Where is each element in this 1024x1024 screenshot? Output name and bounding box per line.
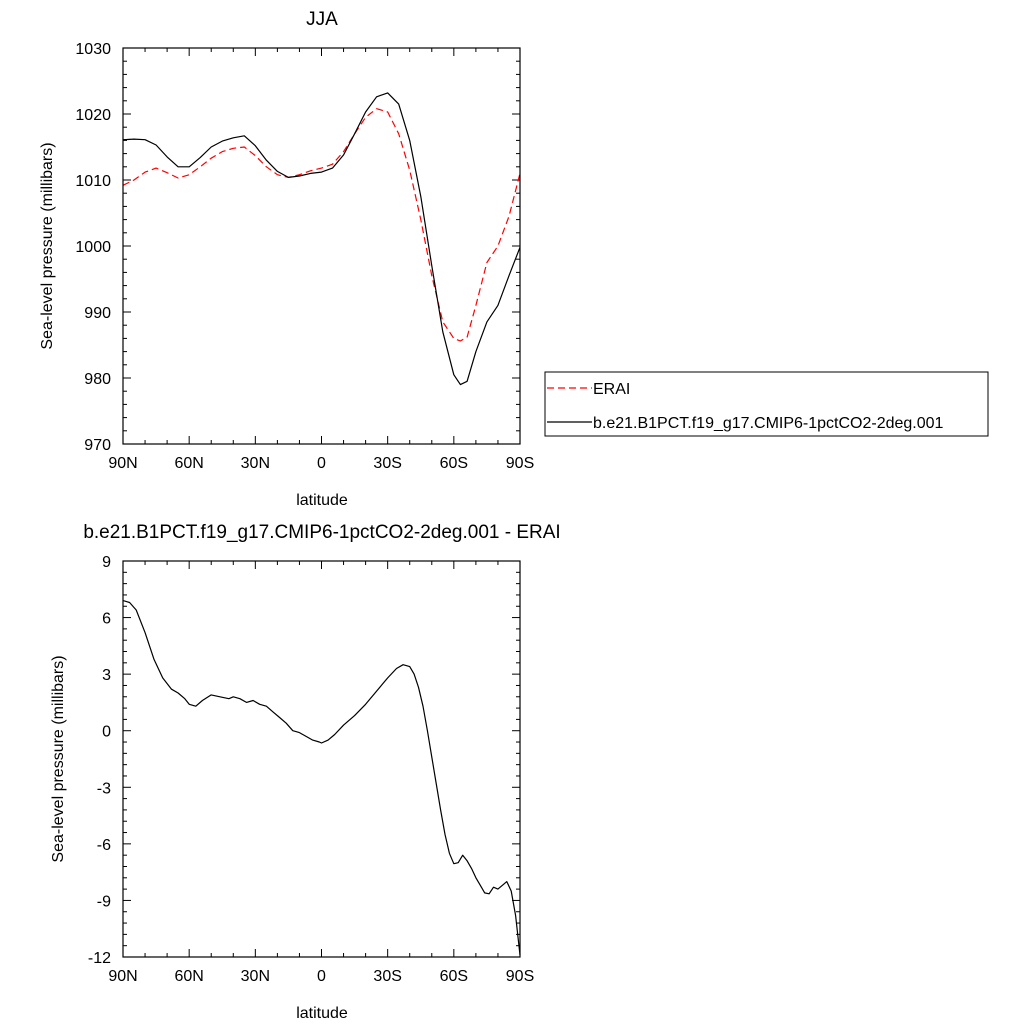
top-plot-ticks: 90N 60N 30N 0 30S 60S 90S 970 980 990 1000 1010 1020…: [75, 41, 534, 472]
legend-label-erai: ERAI: [593, 381, 630, 398]
bottom-ytick-label: -9: [97, 893, 111, 910]
bottom-ytick-label: -3: [97, 780, 111, 797]
bottom-xtick-label: 90N: [108, 968, 137, 985]
top-xtick-label: 90S: [506, 455, 534, 472]
top-plot-lines: [122, 92, 521, 386]
bottom-xtick-label: 0: [317, 968, 326, 985]
bottom-plot-frame: [122, 560, 521, 958]
top-plot-ylabel: Sea-level pressure (millibars): [39, 142, 56, 349]
top-xtick-label: 30S: [373, 455, 401, 472]
bottom-series-line-0: [122, 600, 521, 956]
bottom-ytick-label: -6: [97, 837, 111, 854]
top-xtick-label: 60S: [440, 455, 468, 472]
top-series-line-1: [122, 92, 521, 386]
top-ytick-label: 980: [84, 371, 111, 388]
top-ytick-label: 1030: [75, 41, 111, 58]
top-series-line-0: [122, 108, 521, 342]
top-ytick-label: 990: [84, 305, 111, 322]
bottom-plot-ticks: 90N 60N 30N 0 30S 60S 90S -12 -9 -6 -3 0 3 6 9: [88, 554, 534, 985]
top-xtick-label: 60N: [174, 455, 203, 472]
bottom-xtick-label: 30S: [373, 968, 401, 985]
top-xtick-label: 0: [317, 455, 326, 472]
top-xtick-label: 30N: [241, 455, 270, 472]
bottom-plot-lines: [122, 600, 521, 956]
bottom-ytick-label: 6: [102, 611, 111, 628]
legend: ERAI b.e21.B1PCT.f19_g17.CMIP6-1pctCO2-2…: [544, 371, 989, 437]
bottom-xtick-label: 30N: [241, 968, 270, 985]
bottom-plot-ylabel: Sea-level pressure (millibars): [50, 655, 67, 862]
top-ytick-label: 1010: [75, 173, 111, 190]
bottom-plot-title: b.e21.B1PCT.f19_g17.CMIP6-1pctCO2-2deg.0…: [83, 522, 560, 543]
top-plot: JJA 90N 60N 30N 0 30S 60S 90S 970 980 990 1000 1010…: [39, 9, 534, 509]
bottom-xtick-label: 60N: [174, 968, 203, 985]
top-plot-frame: [122, 47, 521, 445]
top-ytick-label: 1000: [75, 239, 111, 256]
bottom-ytick-label: -12: [88, 950, 111, 967]
top-plot-xlabel: latitude: [296, 492, 348, 509]
bottom-ytick-label: 0: [102, 724, 111, 741]
bottom-xtick-label: 60S: [440, 968, 468, 985]
top-ytick-label: 1020: [75, 107, 111, 124]
top-xtick-label: 90N: [108, 455, 137, 472]
bottom-plot-xlabel: latitude: [296, 1005, 348, 1022]
legend-label-model: b.e21.B1PCT.f19_g17.CMIP6-1pctCO2-2deg.0…: [593, 415, 944, 432]
bottom-ytick-label: 3: [102, 667, 111, 684]
legend-box: [544, 371, 989, 437]
top-plot-title: JJA: [306, 9, 338, 30]
top-ytick-label: 970: [84, 437, 111, 454]
bottom-xtick-label: 90S: [506, 968, 534, 985]
bottom-ytick-label: 9: [102, 554, 111, 571]
bottom-plot: b.e21.B1PCT.f19_g17.CMIP6-1pctCO2-2deg.0…: [50, 522, 561, 1022]
